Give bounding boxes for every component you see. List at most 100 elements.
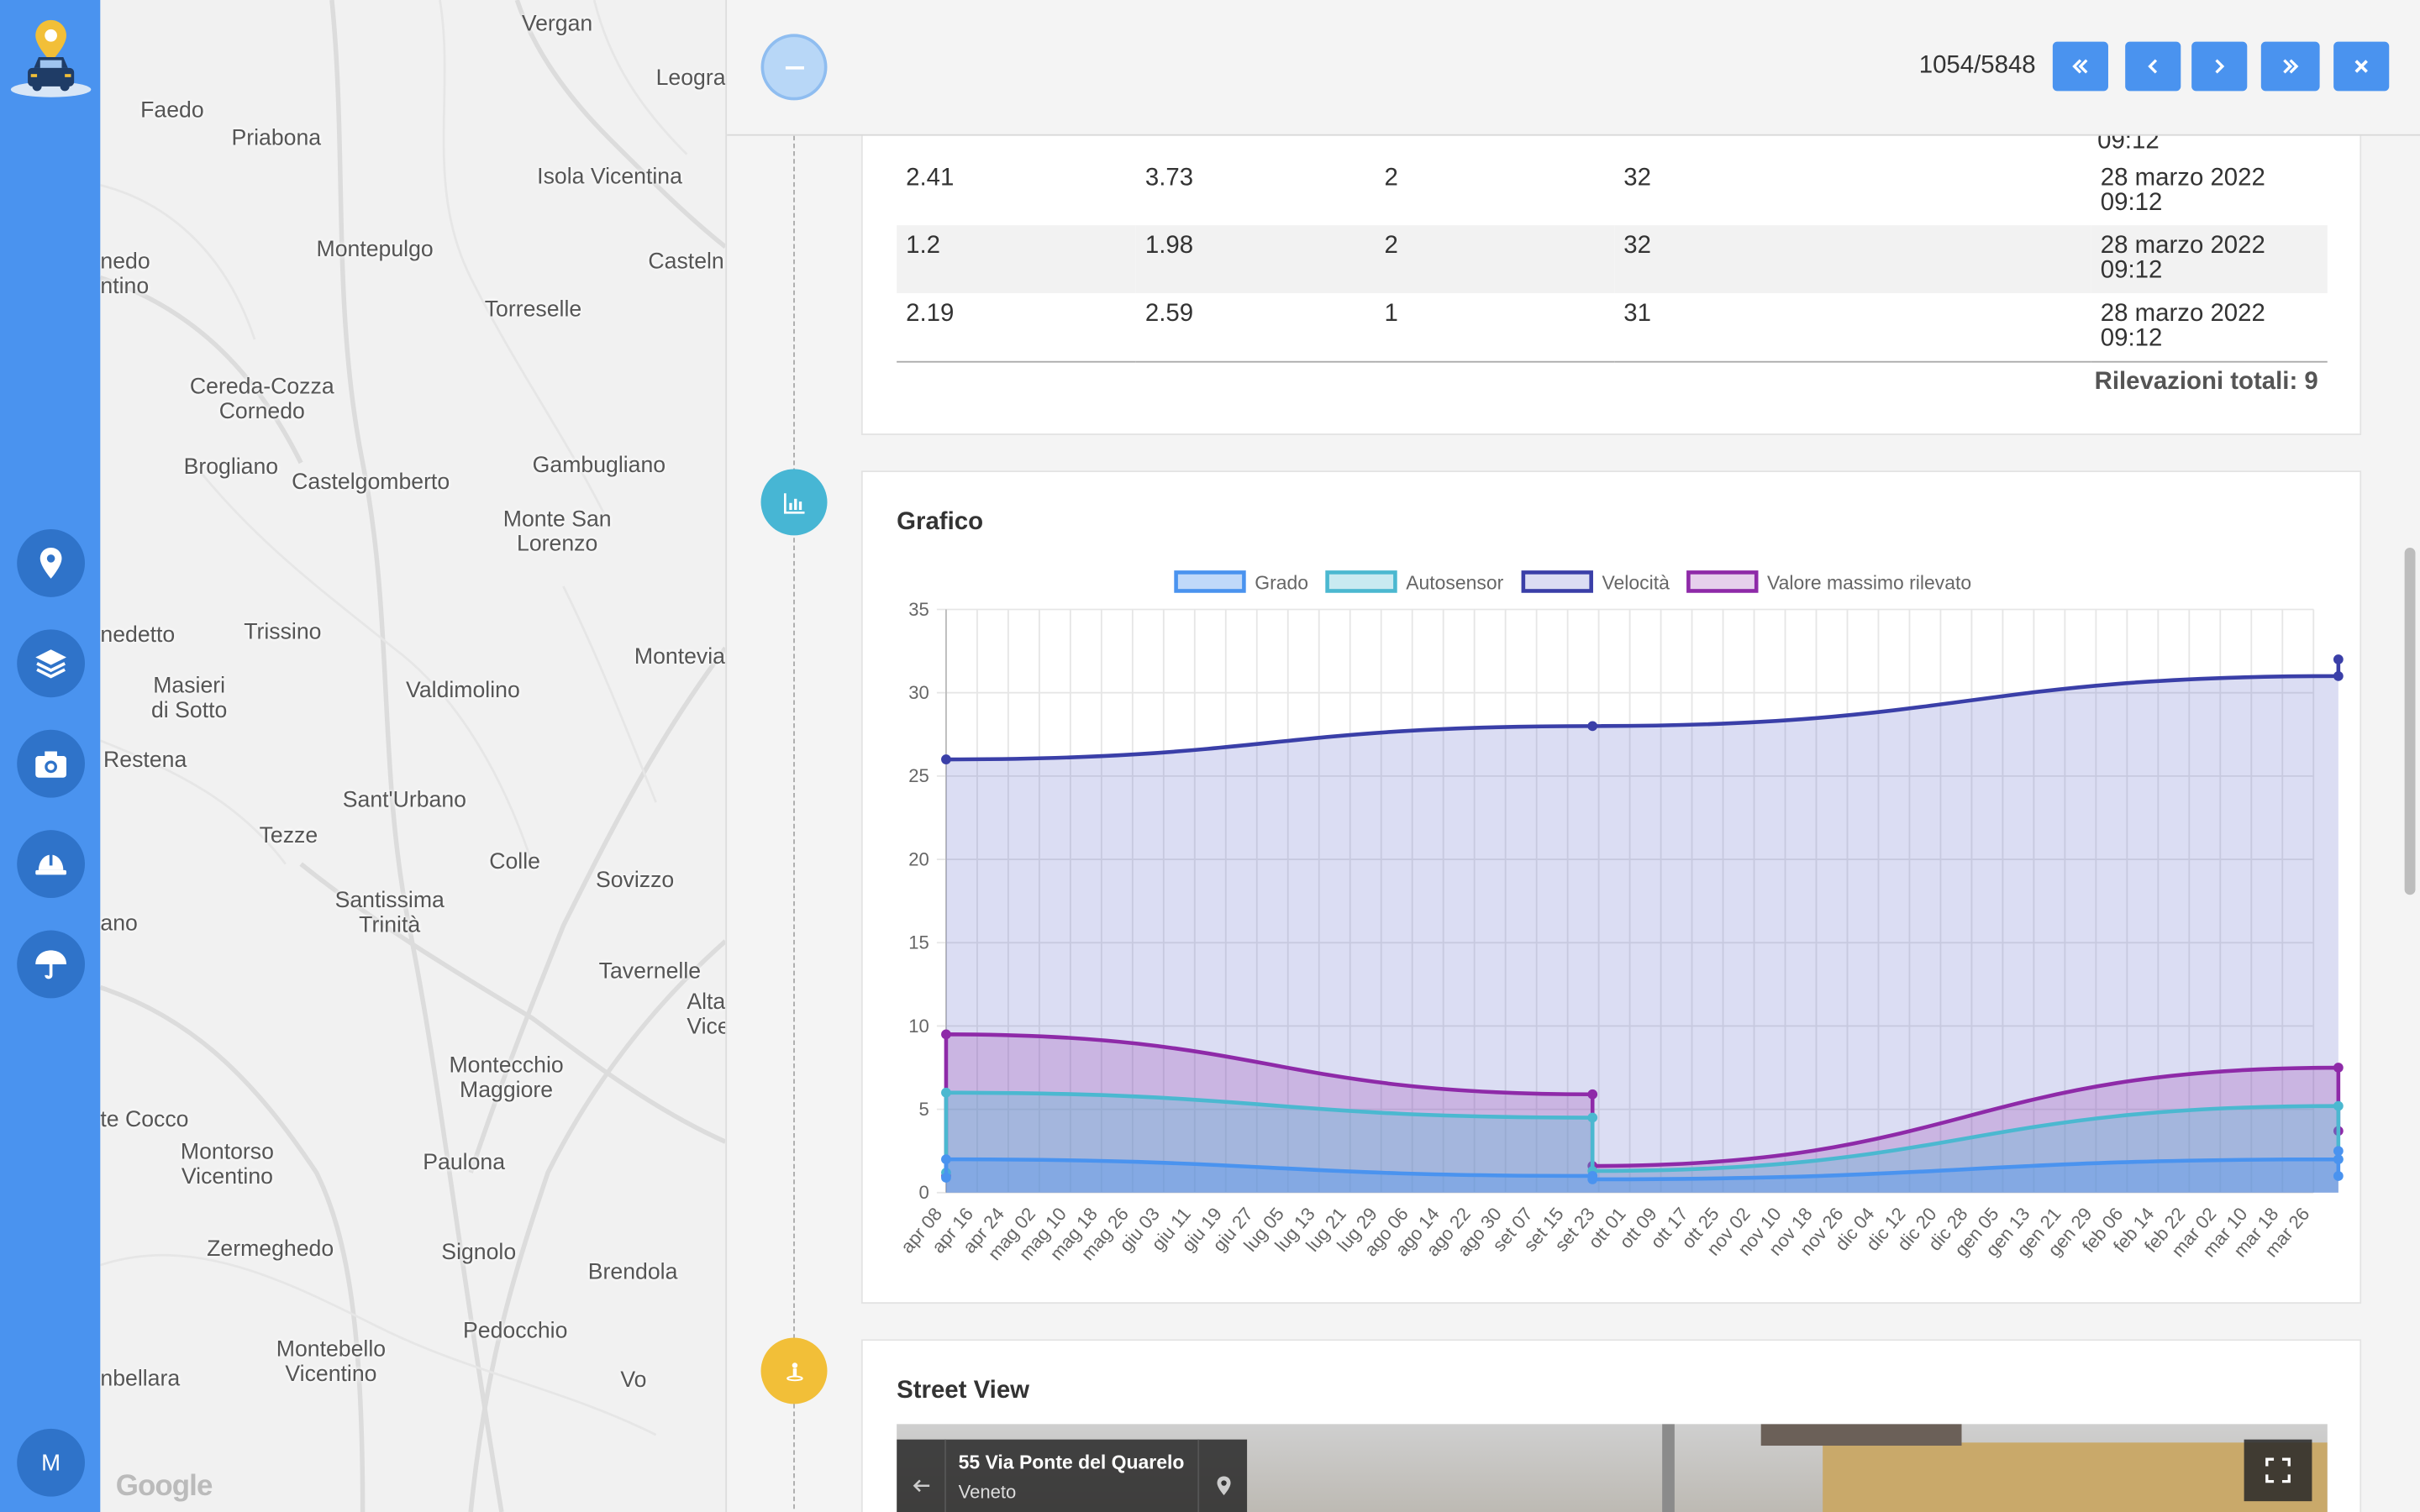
- data-point: [2333, 654, 2344, 664]
- map-place-label: Sovizzo: [595, 869, 675, 894]
- map-place-label: Montecchio Maggiore: [449, 1053, 564, 1104]
- table-row: 2.41 3.73 2 32 28 marzo 2022 09:12: [897, 157, 2328, 225]
- map-place-label: Tezze: [259, 823, 318, 849]
- y-tick-label: 10: [908, 1016, 929, 1037]
- series-area: [945, 659, 2338, 1193]
- streetview-region: Veneto: [958, 1481, 1017, 1503]
- record-counter: 1054/5848: [1918, 52, 2036, 79]
- map-place-label: Signolo: [441, 1240, 517, 1266]
- readings-table: 2.41 3.73 2 32 28 marzo 2022 09:12 1.2 1.…: [897, 157, 2328, 361]
- umbrella-icon[interactable]: [17, 930, 86, 999]
- streetview-address-box: 55 Via Ponte del Quarelo Veneto: [897, 1439, 1248, 1512]
- map[interactable]: Vergan Leogra Faedo Priabona Isola Vicen…: [100, 0, 726, 1512]
- table-cell: 2.59: [1144, 301, 1194, 328]
- streetview-card: Street View 55 Via Ponte del Quarelo Ven…: [860, 1339, 2362, 1512]
- y-tick-label: 5: [918, 1099, 929, 1120]
- table-cell: 31: [1623, 301, 1651, 328]
- table-cell: 3.73: [1144, 165, 1194, 192]
- table-cell-date: 28 marzo 2022 09:12: [2091, 225, 2328, 293]
- map-place-label: Tavernelle: [598, 959, 702, 984]
- map-pin-icon[interactable]: [1197, 1439, 1247, 1512]
- next-icon: [2215, 59, 2225, 74]
- back-arrow-icon[interactable]: [897, 1439, 946, 1512]
- last-page-button[interactable]: [2260, 41, 2320, 92]
- chart-section-title: Grafico: [897, 509, 984, 536]
- y-tick-label: 25: [908, 765, 929, 786]
- streetview-panorama[interactable]: 55 Via Ponte del Quarelo Veneto: [897, 1424, 2328, 1512]
- table-cell: 32: [1614, 225, 2091, 293]
- map-place-label: Paulona: [423, 1151, 506, 1176]
- roof: [1760, 1424, 1962, 1446]
- data-point: [1587, 1089, 1598, 1100]
- data-point: [941, 754, 951, 764]
- sidebar: M: [0, 0, 101, 1512]
- table-cell: 2: [1384, 165, 1398, 192]
- total-readings: Rilevazioni totali: 9: [2094, 368, 2318, 396]
- close-button[interactable]: [2333, 41, 2390, 92]
- data-point: [2333, 1100, 2344, 1111]
- table-cell: 2: [1375, 225, 1615, 293]
- fullscreen-icon[interactable]: [2244, 1439, 2312, 1502]
- timeline-line: [793, 135, 795, 1512]
- legend-swatch: [1521, 570, 1593, 593]
- time-text: 09:12: [2100, 257, 2163, 284]
- first-page-icon: [2072, 59, 2088, 74]
- map-place-label: Leogra: [655, 66, 726, 92]
- app-logo-car-icon[interactable]: [8, 15, 94, 102]
- map-place-label: Gambugliano: [532, 454, 666, 479]
- data-point: [2333, 1171, 2344, 1181]
- map-place-label: Zermeghedo: [207, 1237, 334, 1263]
- collapse-button[interactable]: [760, 34, 828, 101]
- table-row: 2.19 2.59 1 31 28 marzo 2022 09:12: [897, 293, 2328, 361]
- google-logo: Google: [115, 1470, 213, 1503]
- table-cell-date: 28 marzo 2022 09:12: [2091, 293, 2328, 361]
- map-place-label: Torreselle: [484, 297, 582, 323]
- y-tick-label: 15: [908, 932, 929, 953]
- map-place-label: nedo ntino: [100, 249, 150, 300]
- next-button[interactable]: [2191, 41, 2248, 92]
- panel-topbar: 1054/5848: [727, 0, 2420, 136]
- y-tick-label: 35: [908, 599, 929, 620]
- chart-card: Grafico 0 5 10 15 20 25 30 35 apr 08 apr 16 apr 24…: [860, 470, 2362, 1305]
- map-place-label: Valdimolino: [406, 679, 520, 704]
- date-text: 28 marzo 2022: [2100, 233, 2265, 260]
- last-page-icon: [2283, 59, 2299, 74]
- time-text: 09:12: [2100, 189, 2163, 217]
- map-place-label: Vo: [620, 1368, 647, 1394]
- legend-label: Velocità: [1602, 572, 1670, 594]
- series-area: [945, 1034, 2338, 1193]
- table-cell: 1.98: [1135, 225, 1376, 293]
- building: [1823, 1442, 2328, 1512]
- y-tick-label: 0: [918, 1182, 929, 1203]
- map-place-label: Faedo: [140, 98, 204, 123]
- minus-icon: [784, 66, 804, 69]
- avatar[interactable]: M: [17, 1428, 86, 1497]
- map-place-label: Priabona: [231, 126, 322, 151]
- data-point: [1587, 721, 1598, 732]
- map-place-label: Restena: [103, 748, 187, 774]
- map-roads: [100, 0, 726, 1512]
- date-text: 28 marzo 2022: [2100, 165, 2265, 192]
- map-place-label: Alta Vice: [687, 990, 726, 1040]
- panel-scrollbar[interactable]: [2404, 548, 2416, 895]
- data-point: [1587, 1174, 1598, 1184]
- layers-icon[interactable]: [17, 629, 86, 698]
- hard-hat-icon[interactable]: [17, 830, 86, 898]
- camera-icon[interactable]: [17, 729, 86, 798]
- legend-swatch: [1174, 570, 1246, 593]
- data-point: [941, 1087, 951, 1098]
- data-point: [2333, 1063, 2344, 1073]
- map-place-label: Brogliano: [183, 454, 279, 480]
- location-pin-icon[interactable]: [17, 529, 86, 597]
- first-page-button[interactable]: [2052, 41, 2108, 92]
- map-place-label: Montorso Vicentino: [180, 1140, 274, 1190]
- table-cell: 1.2: [897, 225, 1136, 293]
- data-point: [2333, 1154, 2344, 1164]
- data-point: [1587, 1112, 1598, 1123]
- legend-label: Grado: [1255, 572, 1308, 594]
- map-place-label: Casteln: [648, 249, 724, 275]
- table-cell: 32: [1623, 165, 1651, 192]
- previous-button[interactable]: [2125, 41, 2181, 92]
- data-point: [941, 1173, 951, 1183]
